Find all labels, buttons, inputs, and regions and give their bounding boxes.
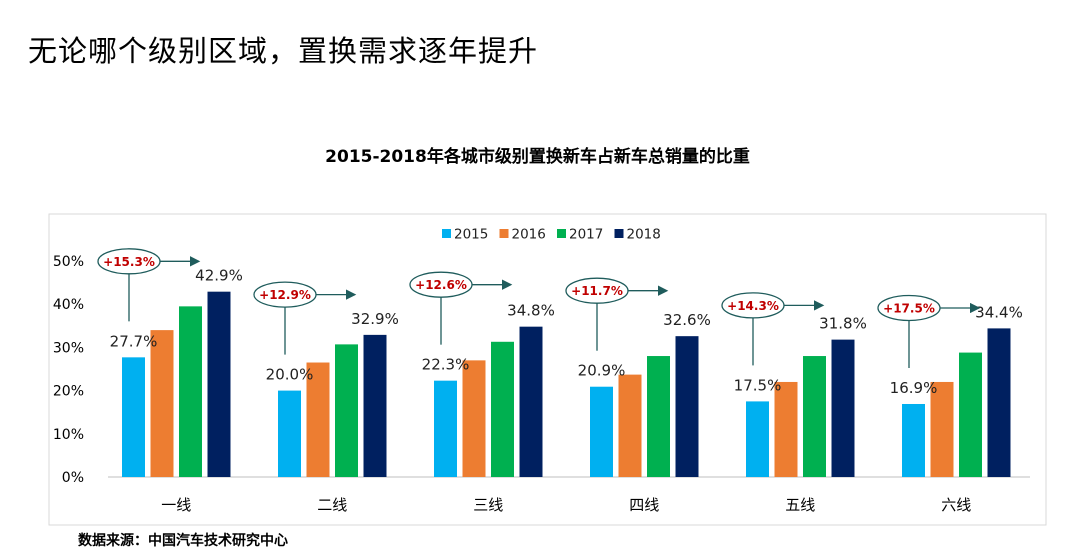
bar-2017 [335, 344, 358, 477]
growth-annotation: +14.3% [721, 292, 825, 366]
growth-label: +11.7% [571, 284, 623, 298]
source-note: 数据来源：中国汽车技术研究中心 [78, 533, 288, 549]
bar-2017 [647, 356, 670, 477]
bar-2015 [434, 380, 457, 477]
x-tick-label: 六线 [941, 496, 971, 514]
bar-2015 [902, 403, 925, 477]
x-tick-label: 二线 [317, 496, 347, 514]
x-axis-labels: 一线 二线 三线 四线 五线 六线 [161, 496, 971, 514]
value-labels: 27.7% 20.0% 22.3% 20.9% 17.5% 16.9% 42.9% 32.9%… [110, 267, 1023, 397]
data-label: 34.8% [507, 302, 555, 320]
data-label: 42.9% [195, 267, 243, 285]
bar-2016 [930, 381, 954, 477]
data-label: 22.3% [422, 356, 470, 374]
slide-title: 无论哪个级别区域，置换需求逐年提升 [28, 34, 539, 68]
data-label: 31.8% [819, 315, 867, 333]
bar-2015 [278, 390, 301, 477]
data-label: 20.9% [578, 362, 626, 380]
legend-item: 2015 [442, 227, 488, 243]
bar-2016 [618, 374, 642, 477]
bar-2016 [306, 362, 330, 477]
bar-2016 [774, 381, 798, 477]
x-tick-label: 一线 [161, 496, 191, 514]
y-tick-label: 10% [53, 427, 84, 443]
data-label: 34.4% [975, 303, 1023, 321]
bar-2017 [803, 356, 826, 477]
growth-annotation: +12.9% [253, 281, 357, 355]
bar-2017 [491, 341, 514, 477]
growth-annotation: +17.5% [877, 294, 981, 368]
bar-2018 [831, 339, 855, 477]
growth-annotation: +11.7% [565, 277, 669, 351]
bars [122, 291, 1011, 477]
data-label: 16.9% [890, 379, 938, 397]
bar-2018 [363, 334, 387, 477]
x-tick-label: 四线 [629, 496, 659, 514]
y-axis: 0% 10% 20% 30% 40% 50% [53, 254, 84, 486]
x-tick-label: 三线 [473, 496, 503, 514]
growth-label: +17.5% [883, 301, 935, 315]
y-tick-label: 20% [53, 384, 84, 400]
bar-2017 [959, 352, 982, 477]
bar-2016 [462, 360, 486, 477]
legend-item: 2016 [499, 227, 546, 243]
bar-2018 [519, 326, 543, 477]
y-tick-label: 30% [53, 340, 84, 356]
y-tick-label: 50% [53, 254, 84, 270]
growth-label: +15.3% [103, 255, 155, 269]
y-tick-label: 40% [53, 297, 84, 313]
bar-2018 [987, 328, 1011, 477]
data-label: 20.0% [266, 366, 314, 384]
growth-label: +12.9% [259, 288, 311, 302]
data-label: 32.9% [351, 310, 399, 328]
data-label: 17.5% [734, 376, 782, 394]
legend-item: 2018 [614, 227, 661, 243]
legend-swatch [499, 229, 509, 238]
legend: 2015 2016 2017 2018 [442, 227, 661, 243]
growth-annotations: +15.3% +12.9% +12.6% +11.7% +14.3% +17.5% [97, 248, 981, 368]
bar-2018 [207, 291, 231, 477]
legend-item: 2017 [557, 227, 603, 243]
bar-2015 [746, 401, 769, 477]
chart-frame [48, 213, 1047, 526]
legend-label: 2018 [627, 227, 661, 243]
data-label: 32.6% [663, 311, 711, 329]
bar-2017 [179, 306, 202, 477]
legend-swatch [557, 229, 566, 238]
growth-label: +12.6% [415, 278, 467, 292]
legend-label: 2016 [512, 227, 546, 243]
x-tick-label: 五线 [785, 496, 815, 514]
data-label: 27.7% [110, 332, 158, 350]
bar-2015 [590, 386, 613, 477]
chart-title: 2015-2018年各城市级别置换新车占新车总销量的比重 [325, 147, 750, 167]
legend-swatch [442, 229, 451, 238]
growth-annotation: +15.3% [97, 248, 201, 322]
growth-label: +14.3% [727, 299, 779, 313]
bar-2018 [675, 336, 699, 477]
bar-2015 [122, 357, 145, 477]
y-tick-label: 0% [62, 470, 84, 486]
growth-annotation: +12.6% [409, 271, 513, 345]
legend-label: 2017 [569, 227, 603, 243]
bar-2016 [150, 330, 174, 477]
legend-label: 2015 [454, 227, 488, 243]
legend-swatch [614, 229, 624, 238]
